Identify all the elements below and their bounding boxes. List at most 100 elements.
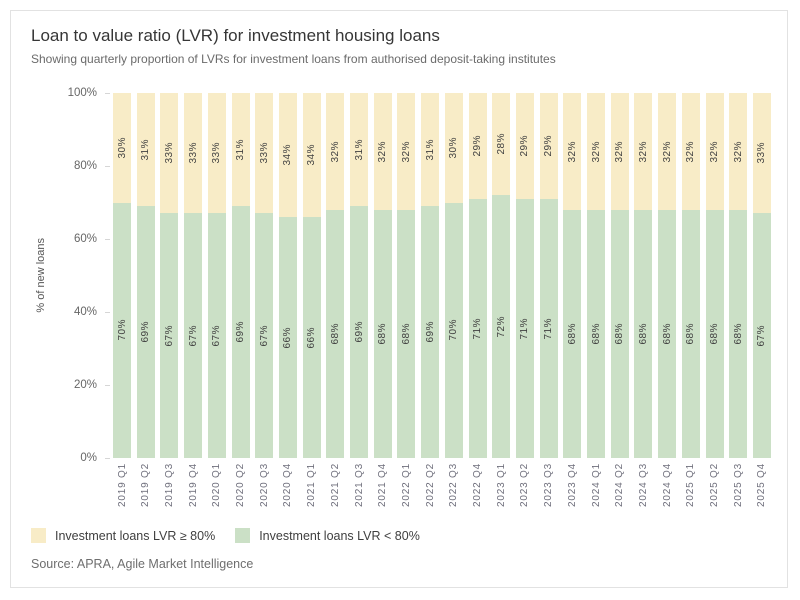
- bar-segment-lvr-lt-80[interactable]: 72%: [492, 195, 511, 458]
- bar-segment-lvr-ge-80[interactable]: 32%: [705, 93, 724, 210]
- bar-2023-q2[interactable]: 29% 71%: [515, 93, 534, 458]
- bar-segment-lvr-ge-80[interactable]: 32%: [729, 93, 748, 210]
- bar-segment-lvr-ge-80[interactable]: 32%: [587, 93, 606, 210]
- bar-segment-lvr-ge-80[interactable]: 32%: [634, 93, 653, 210]
- bar-2021-q1[interactable]: 34% 66%: [302, 93, 321, 458]
- bar-2024-q4[interactable]: 32% 68%: [658, 93, 677, 458]
- bar-2020-q4[interactable]: 34% 66%: [278, 93, 297, 458]
- bar-value-label: 34%: [306, 144, 318, 166]
- bar-segment-lvr-ge-80[interactable]: 32%: [373, 93, 392, 210]
- bar-2020-q1[interactable]: 33% 67%: [207, 93, 226, 458]
- bar-2023-q4[interactable]: 32% 68%: [563, 93, 582, 458]
- bar-segment-lvr-lt-80[interactable]: 66%: [278, 217, 297, 458]
- bar-segment-lvr-ge-80[interactable]: 34%: [278, 93, 297, 218]
- bar-2022-q3[interactable]: 30% 70%: [444, 93, 463, 458]
- bar-segment-lvr-lt-80[interactable]: 68%: [610, 209, 629, 458]
- x-tick-label: 2022 Q4: [472, 463, 484, 507]
- bar-segment-lvr-lt-80[interactable]: 69%: [421, 206, 440, 458]
- bar-segment-lvr-ge-80[interactable]: 34%: [302, 93, 321, 218]
- bar-segment-lvr-lt-80[interactable]: 68%: [563, 209, 582, 458]
- x-tick-2024-q2: 2024 Q2: [611, 463, 629, 521]
- bar-segment-lvr-ge-80[interactable]: 33%: [255, 93, 274, 214]
- bar-segment-lvr-ge-80[interactable]: 31%: [231, 93, 250, 207]
- bar-segment-lvr-lt-80[interactable]: 66%: [302, 217, 321, 458]
- x-tick-2020-q1: 2020 Q1: [208, 463, 226, 521]
- bar-2023-q1[interactable]: 28% 72%: [492, 93, 511, 458]
- bar-segment-lvr-lt-80[interactable]: 70%: [444, 202, 463, 458]
- x-tick-label: 2021 Q1: [306, 463, 318, 507]
- bar-segment-lvr-lt-80[interactable]: 69%: [231, 206, 250, 458]
- bar-segment-lvr-lt-80[interactable]: 71%: [539, 198, 558, 458]
- bar-segment-lvr-lt-80[interactable]: 68%: [634, 209, 653, 458]
- bar-2021-q2[interactable]: 32% 68%: [326, 93, 345, 458]
- bar-value-label: 68%: [400, 323, 412, 345]
- bar-2025-q3[interactable]: 32% 68%: [729, 93, 748, 458]
- bar-2022-q2[interactable]: 31% 69%: [421, 93, 440, 458]
- bar-2019-q1[interactable]: 30% 70%: [113, 93, 131, 458]
- bar-2025-q4[interactable]: 33% 67%: [752, 93, 771, 458]
- bar-segment-lvr-lt-80[interactable]: 67%: [184, 213, 203, 458]
- bar-2022-q1[interactable]: 32% 68%: [397, 93, 416, 458]
- bar-2021-q4[interactable]: 32% 68%: [373, 93, 392, 458]
- bar-segment-lvr-ge-80[interactable]: 29%: [468, 93, 487, 199]
- bar-segment-lvr-ge-80[interactable]: 32%: [610, 93, 629, 210]
- bar-2019-q3[interactable]: 33% 67%: [160, 93, 179, 458]
- bar-segment-lvr-lt-80[interactable]: 67%: [752, 213, 771, 458]
- bar-segment-lvr-lt-80[interactable]: 67%: [255, 213, 274, 458]
- bar-segment-lvr-ge-80[interactable]: 33%: [752, 93, 771, 214]
- bar-2021-q3[interactable]: 31% 69%: [350, 93, 369, 458]
- bar-value-label: 33%: [211, 142, 223, 164]
- bar-segment-lvr-ge-80[interactable]: 32%: [681, 93, 700, 210]
- bar-segment-lvr-lt-80[interactable]: 68%: [373, 209, 392, 458]
- bar-segment-lvr-ge-80[interactable]: 32%: [658, 93, 677, 210]
- x-tick-label: 2024 Q3: [637, 463, 649, 507]
- bar-segment-lvr-lt-80[interactable]: 67%: [160, 213, 179, 458]
- bar-2020-q2[interactable]: 31% 69%: [231, 93, 250, 458]
- bar-2024-q1[interactable]: 32% 68%: [587, 93, 606, 458]
- bar-segment-lvr-ge-80[interactable]: 32%: [563, 93, 582, 210]
- bar-segment-lvr-lt-80[interactable]: 68%: [326, 209, 345, 458]
- bar-segment-lvr-lt-80[interactable]: 71%: [468, 198, 487, 458]
- bar-2024-q3[interactable]: 32% 68%: [634, 93, 653, 458]
- bar-value-label: 69%: [353, 321, 365, 343]
- bar-segment-lvr-ge-80[interactable]: 31%: [136, 93, 155, 207]
- x-tick-2023-q4: 2023 Q4: [563, 463, 581, 521]
- bar-segment-lvr-ge-80[interactable]: 33%: [160, 93, 179, 214]
- bar-segment-lvr-lt-80[interactable]: 69%: [350, 206, 369, 458]
- bar-2020-q3[interactable]: 33% 67%: [255, 93, 274, 458]
- bar-segment-lvr-ge-80[interactable]: 30%: [444, 93, 463, 203]
- bar-segment-lvr-lt-80[interactable]: 69%: [136, 206, 155, 458]
- bar-segment-lvr-ge-80[interactable]: 28%: [492, 93, 511, 196]
- bar-segment-lvr-lt-80[interactable]: 68%: [397, 209, 416, 458]
- bar-segment-lvr-lt-80[interactable]: 68%: [705, 209, 724, 458]
- bar-segment-lvr-ge-80[interactable]: 32%: [326, 93, 345, 210]
- bar-segment-lvr-ge-80[interactable]: 33%: [184, 93, 203, 214]
- bar-value-label: 29%: [472, 135, 484, 157]
- bar-segment-lvr-lt-80[interactable]: 68%: [681, 209, 700, 458]
- bar-segment-lvr-lt-80[interactable]: 70%: [113, 202, 131, 458]
- bar-segment-lvr-ge-80[interactable]: 32%: [397, 93, 416, 210]
- bar-2022-q4[interactable]: 29% 71%: [468, 93, 487, 458]
- bar-2019-q2[interactable]: 31% 69%: [136, 93, 155, 458]
- bar-segment-lvr-lt-80[interactable]: 68%: [658, 209, 677, 458]
- bar-segment-lvr-ge-80[interactable]: 33%: [207, 93, 226, 214]
- bar-segment-lvr-ge-80[interactable]: 31%: [421, 93, 440, 207]
- bar-segment-lvr-lt-80[interactable]: 68%: [729, 209, 748, 458]
- bar-segment-lvr-lt-80[interactable]: 71%: [515, 198, 534, 458]
- bar-segment-lvr-ge-80[interactable]: 29%: [539, 93, 558, 199]
- bar-value-label: 71%: [472, 317, 484, 340]
- bar-segment-lvr-ge-80[interactable]: 31%: [350, 93, 369, 207]
- legend-item-lvr-ge-80[interactable]: Investment loans LVR ≥ 80%: [31, 528, 215, 543]
- bar-segment-lvr-ge-80[interactable]: 29%: [515, 93, 534, 199]
- legend-item-lvr-lt-80[interactable]: Investment loans LVR < 80%: [235, 528, 420, 543]
- bar-2023-q3[interactable]: 29% 71%: [539, 93, 558, 458]
- x-tick-2021-q2: 2021 Q2: [326, 463, 344, 521]
- bar-2019-q4[interactable]: 33% 67%: [184, 93, 203, 458]
- bar-segment-lvr-lt-80[interactable]: 67%: [207, 213, 226, 458]
- bar-2024-q2[interactable]: 32% 68%: [610, 93, 629, 458]
- bar-segment-lvr-ge-80[interactable]: 30%: [113, 93, 131, 203]
- bar-2025-q1[interactable]: 32% 68%: [681, 93, 700, 458]
- bar-2025-q2[interactable]: 32% 68%: [705, 93, 724, 458]
- bar-segment-lvr-lt-80[interactable]: 68%: [587, 209, 606, 458]
- y-tick-mark: [105, 239, 110, 240]
